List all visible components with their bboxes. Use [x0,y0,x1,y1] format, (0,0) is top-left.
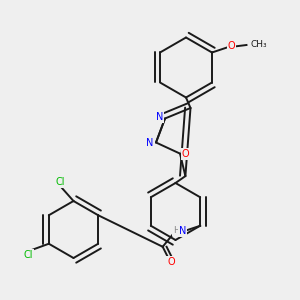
Text: O: O [228,41,235,52]
Text: N: N [179,226,187,236]
Text: Cl: Cl [56,177,65,187]
Text: Cl: Cl [24,250,34,260]
Text: O: O [182,148,189,159]
Text: CH₃: CH₃ [250,40,267,50]
Text: H: H [173,226,180,235]
Text: N: N [146,137,153,148]
Text: O: O [167,257,175,267]
Text: N: N [156,112,163,122]
